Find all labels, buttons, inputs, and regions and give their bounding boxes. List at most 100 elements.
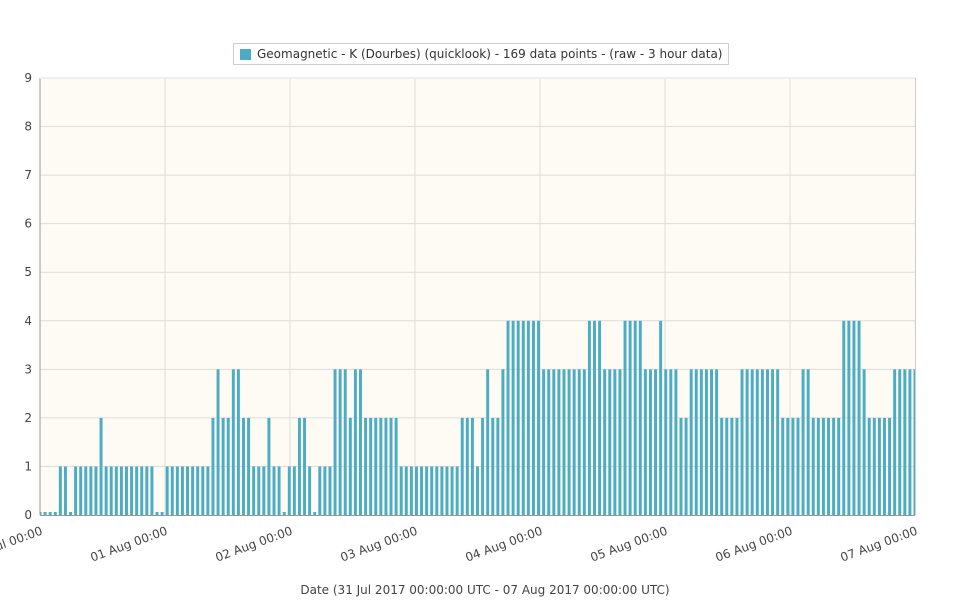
bar	[648, 369, 652, 515]
x-tick-label: 01 Aug 00:00	[88, 524, 169, 565]
bar	[643, 369, 647, 515]
bar	[842, 320, 846, 515]
bar	[201, 466, 205, 515]
x-tick-label: 05 Aug 00:00	[588, 524, 669, 565]
legend-label: Geomagnetic - K (Dourbes) (quicklook) - …	[257, 47, 723, 61]
y-tick-label: 2	[24, 411, 32, 425]
y-tick-label: 1	[24, 459, 32, 473]
y-axis-ticks: 0 1 2 3 4 5 6 7 8 9	[24, 71, 32, 522]
bar	[313, 512, 317, 515]
bar	[414, 466, 418, 515]
bar	[247, 417, 251, 515]
bar	[287, 466, 291, 515]
bar	[806, 369, 810, 515]
bar	[638, 320, 642, 515]
x-tick-label: 03 Aug 00:00	[338, 524, 419, 565]
bar	[867, 417, 871, 515]
bar	[277, 466, 281, 515]
bar	[888, 417, 892, 515]
bar	[292, 466, 296, 515]
bar	[628, 320, 632, 515]
bar	[216, 369, 220, 515]
bar	[801, 369, 805, 515]
bar	[130, 466, 134, 515]
bar	[145, 466, 149, 515]
bar	[913, 369, 915, 515]
bar	[384, 417, 388, 515]
bar	[308, 466, 312, 515]
bar	[242, 417, 245, 515]
bar	[109, 466, 113, 515]
bar	[53, 512, 57, 515]
bar	[699, 369, 703, 515]
bar	[623, 320, 627, 515]
bar	[155, 512, 159, 515]
bar	[221, 417, 225, 515]
bar	[908, 369, 912, 515]
axes	[39, 78, 916, 516]
bar	[186, 466, 190, 515]
bar	[450, 466, 454, 515]
bar	[735, 417, 739, 515]
bar	[481, 417, 485, 515]
bar	[89, 466, 93, 515]
x-axis-title: Date (31 Jul 2017 00:00:00 UTC - 07 Aug …	[300, 583, 670, 597]
bar	[262, 466, 266, 515]
bar	[297, 417, 301, 515]
bar	[231, 369, 235, 515]
bar	[659, 320, 663, 515]
bar	[903, 369, 907, 515]
bar	[587, 320, 591, 515]
x-tick-label: 02 Aug 00:00	[213, 524, 294, 565]
bar	[318, 466, 322, 515]
bar	[236, 369, 240, 515]
bar	[567, 369, 571, 515]
y-tick-label: 9	[24, 71, 32, 85]
bar	[364, 417, 368, 515]
bar	[852, 320, 856, 515]
bar	[816, 417, 820, 515]
bar	[694, 369, 698, 515]
bar	[720, 417, 724, 515]
bar	[445, 466, 449, 515]
y-tick-label: 6	[24, 217, 32, 231]
bar	[394, 417, 398, 515]
bar	[883, 417, 886, 515]
bar	[150, 466, 154, 515]
bar	[501, 369, 505, 515]
bar	[455, 466, 459, 515]
bar	[786, 417, 790, 515]
bar	[374, 417, 378, 515]
bar	[765, 369, 769, 515]
bar	[689, 369, 693, 515]
bar	[196, 466, 200, 515]
bar	[399, 466, 403, 515]
bar	[94, 466, 98, 515]
bar	[379, 417, 383, 515]
bar	[827, 417, 830, 515]
bar	[857, 320, 861, 515]
bar	[353, 369, 357, 515]
bar	[135, 466, 139, 515]
bar	[165, 466, 169, 515]
y-tick-label: 0	[24, 508, 32, 522]
bar	[369, 417, 373, 515]
bar	[343, 369, 347, 515]
x-axis-ticks: 31 Jul 00:00 01 Aug 00:00 02 Aug 00:00 03 A…	[0, 524, 919, 565]
bar	[84, 466, 88, 515]
bar	[465, 417, 469, 515]
bar	[633, 320, 637, 515]
bar	[755, 369, 759, 515]
bar	[114, 466, 118, 515]
bar	[48, 512, 52, 515]
bar	[389, 417, 393, 515]
bar	[69, 512, 72, 515]
bar	[282, 512, 286, 515]
bar	[572, 369, 576, 515]
bar	[252, 466, 256, 515]
bar	[521, 320, 525, 515]
legend[interactable]: Geomagnetic - K (Dourbes) (quicklook) - …	[233, 43, 730, 65]
bar	[430, 466, 434, 515]
bar	[516, 320, 520, 515]
